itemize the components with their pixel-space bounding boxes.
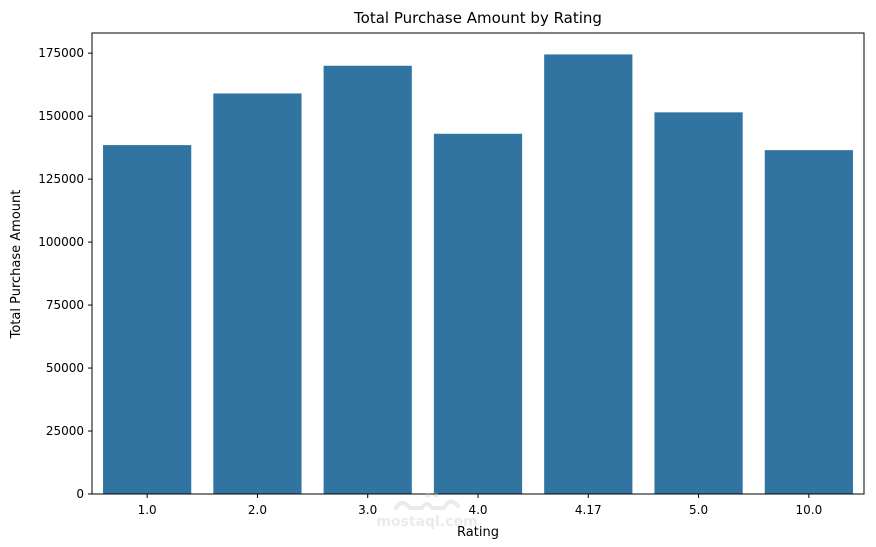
bar-5.0 [654, 112, 743, 494]
bar-4.17 [544, 54, 633, 494]
y-tick-label: 0 [76, 487, 84, 501]
x-tick-label: 4.17 [575, 503, 602, 517]
y-tick-label: 125000 [38, 172, 84, 186]
x-tick-label: 2.0 [248, 503, 267, 517]
x-tick-label: 3.0 [358, 503, 377, 517]
y-tick-label: 25000 [46, 424, 84, 438]
y-tick-label: 175000 [38, 46, 84, 60]
bar-10.0 [764, 150, 853, 494]
y-axis-label: Total Purchase Amount [9, 190, 24, 340]
x-axis-label: Rating [457, 525, 499, 540]
x-tick-label: 4.0 [468, 503, 487, 517]
y-tick-label: 75000 [46, 298, 84, 312]
x-ticks-group: 1.0 2.0 3.0 4.0 4.17 5.0 10.0 [138, 494, 822, 517]
x-tick-label: 1.0 [138, 503, 157, 517]
bar-4.0 [433, 133, 523, 495]
bars-group [103, 54, 853, 495]
y-tick-label: 100000 [38, 235, 84, 249]
bar-2.0 [213, 93, 302, 494]
chart-title: Total Purchase Amount by Rating [353, 9, 602, 27]
y-ticks-group: 0 25000 50000 75000 100000 125000 150000 175000 [38, 46, 92, 501]
x-tick-label: 10.0 [795, 503, 822, 517]
y-tick-label: 50000 [46, 361, 84, 375]
x-tick-label: 5.0 [689, 503, 708, 517]
y-tick-label: 150000 [38, 109, 84, 123]
bar-3.0 [323, 65, 412, 495]
bar-1.0 [103, 145, 192, 495]
plot-frame [91, 32, 865, 495]
